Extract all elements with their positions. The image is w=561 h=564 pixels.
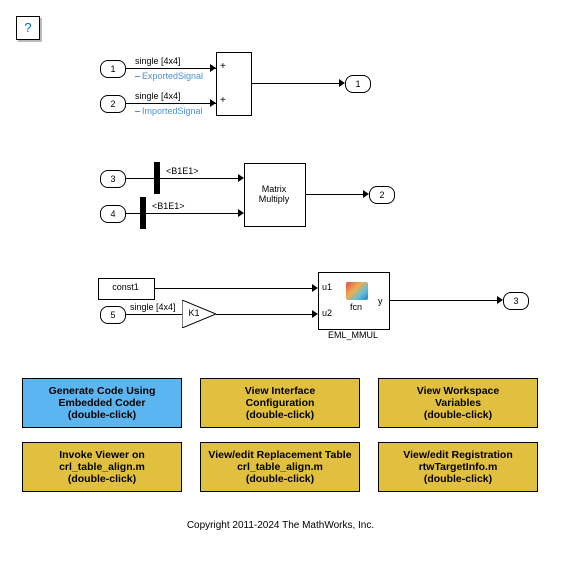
simulink-canvas: ? 1 single [4x4] ExportedSignal 2 single… bbox=[0, 0, 561, 564]
btn-line: (double-click) bbox=[246, 409, 314, 421]
wire bbox=[126, 213, 140, 214]
sum-block[interactable]: + + bbox=[216, 52, 252, 116]
btn-line: Invoke Viewer on bbox=[59, 449, 145, 461]
inport-5[interactable]: 5 bbox=[100, 306, 126, 324]
wire bbox=[154, 288, 314, 289]
view-edit-registration-button[interactable]: View/edit Registration rtwTargetInfo.m (… bbox=[378, 442, 538, 492]
btn-line: (double-click) bbox=[424, 473, 492, 485]
inport-3[interactable]: 3 bbox=[100, 170, 126, 188]
help-button[interactable]: ? bbox=[16, 16, 40, 40]
outport-3[interactable]: 3 bbox=[503, 292, 529, 310]
matlab-icon bbox=[346, 282, 368, 300]
signal-name-in2: ImportedSignal bbox=[135, 106, 203, 116]
btn-line: rtwTargetInfo.m bbox=[419, 461, 498, 473]
gain-label: K1 bbox=[184, 308, 204, 318]
wire bbox=[146, 213, 240, 214]
fcn-port-u1: u1 bbox=[322, 282, 332, 292]
wire bbox=[216, 314, 314, 315]
view-interface-button[interactable]: View Interface Configuration (double-cli… bbox=[200, 378, 360, 428]
btn-line: (double-click) bbox=[246, 473, 314, 485]
btn-line: View/edit Replacement Table bbox=[208, 449, 351, 461]
wire bbox=[305, 194, 365, 195]
wire bbox=[389, 300, 499, 301]
view-workspace-button[interactable]: View Workspace Variables (double-click) bbox=[378, 378, 538, 428]
btn-line: (double-click) bbox=[424, 409, 492, 421]
btn-line: Configuration bbox=[246, 397, 315, 409]
btn-line: (double-click) bbox=[68, 409, 136, 421]
btn-line: View Workspace bbox=[417, 385, 500, 397]
fcn-port-y: y bbox=[378, 296, 383, 306]
fcn-block-name: EML_MMUL bbox=[318, 330, 388, 340]
btn-line: Variables bbox=[435, 397, 481, 409]
arrow-icon bbox=[210, 99, 216, 107]
invoke-viewer-button[interactable]: Invoke Viewer on crl_table_align.m (doub… bbox=[22, 442, 182, 492]
wire bbox=[126, 103, 216, 104]
btn-line: crl_table_align.m bbox=[237, 461, 323, 473]
btn-line: Embedded Coder bbox=[59, 397, 146, 409]
bus-signal-2: <B1E1> bbox=[152, 201, 185, 211]
copyright-text: Copyright 2011-2024 The MathWorks, Inc. bbox=[0, 520, 561, 531]
matrix-multiply-label: Matrix Multiply bbox=[248, 184, 300, 204]
inport-2[interactable]: 2 bbox=[100, 95, 126, 113]
wire bbox=[251, 83, 341, 84]
bus-signal-1: <B1E1> bbox=[166, 166, 199, 176]
btn-line: View Interface bbox=[245, 385, 315, 397]
signal-type-in2: single [4x4] bbox=[135, 91, 181, 101]
fcn-port-u2: u2 bbox=[322, 308, 332, 318]
generate-code-button[interactable]: Generate Code Using Embedded Coder (doub… bbox=[22, 378, 182, 428]
fcn-inner-label: fcn bbox=[350, 302, 362, 312]
wire bbox=[126, 178, 154, 179]
signal-name-in1: ExportedSignal bbox=[135, 71, 203, 81]
arrow-icon bbox=[210, 64, 216, 72]
wire bbox=[160, 178, 240, 179]
inport-1[interactable]: 1 bbox=[100, 60, 126, 78]
outport-2[interactable]: 2 bbox=[369, 186, 395, 204]
btn-line: (double-click) bbox=[68, 473, 136, 485]
wire bbox=[126, 68, 216, 69]
btn-line: View/edit Registration bbox=[403, 449, 513, 461]
outport-1[interactable]: 1 bbox=[345, 75, 371, 93]
constant-label: const1 bbox=[98, 282, 153, 292]
signal-type-in5: single [4x4] bbox=[130, 302, 176, 312]
btn-line: crl_table_align.m bbox=[59, 461, 145, 473]
inport-4[interactable]: 4 bbox=[100, 205, 126, 223]
signal-type-in1: single [4x4] bbox=[135, 56, 181, 66]
btn-line: Generate Code Using bbox=[49, 385, 156, 397]
wire bbox=[126, 314, 182, 315]
view-edit-table-button[interactable]: View/edit Replacement Table crl_table_al… bbox=[200, 442, 360, 492]
